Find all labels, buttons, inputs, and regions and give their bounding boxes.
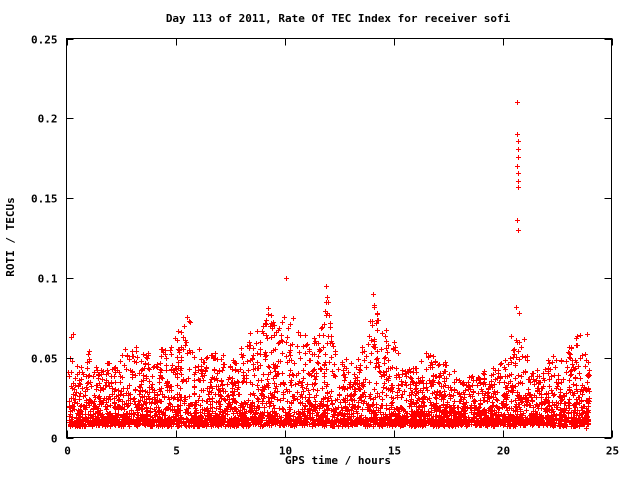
y-tick-label: 0.2 (38, 113, 58, 126)
y-tick-label: 0.1 (38, 273, 58, 286)
axis-ticks (66, 38, 613, 439)
chart-title: Day 113 of 2011, Rate Of TEC Index for r… (166, 12, 511, 25)
x-tick-label: 0 (64, 445, 71, 458)
x-axis-label: GPS time / hours (285, 454, 391, 467)
x-tick-label: 25 (606, 445, 619, 458)
y-tick-label: 0 (51, 433, 58, 446)
y-axis-label: ROTI / TECUs (4, 197, 17, 276)
x-tick-label: 20 (497, 445, 510, 458)
scatter-points (66, 100, 592, 431)
y-tick-label: 0.05 (31, 353, 58, 366)
y-tick-label: 0.25 (31, 34, 58, 47)
x-tick-label: 15 (388, 445, 401, 458)
plot-border (66, 38, 612, 438)
y-tick-label: 0.15 (31, 193, 58, 206)
x-tick-label: 5 (173, 445, 180, 458)
x-tick-label: 10 (279, 445, 292, 458)
axis-tick-labels: 0 5 10 15 20 25 0 0.05 0.1 0.15 0.2 0.25 (31, 34, 619, 458)
